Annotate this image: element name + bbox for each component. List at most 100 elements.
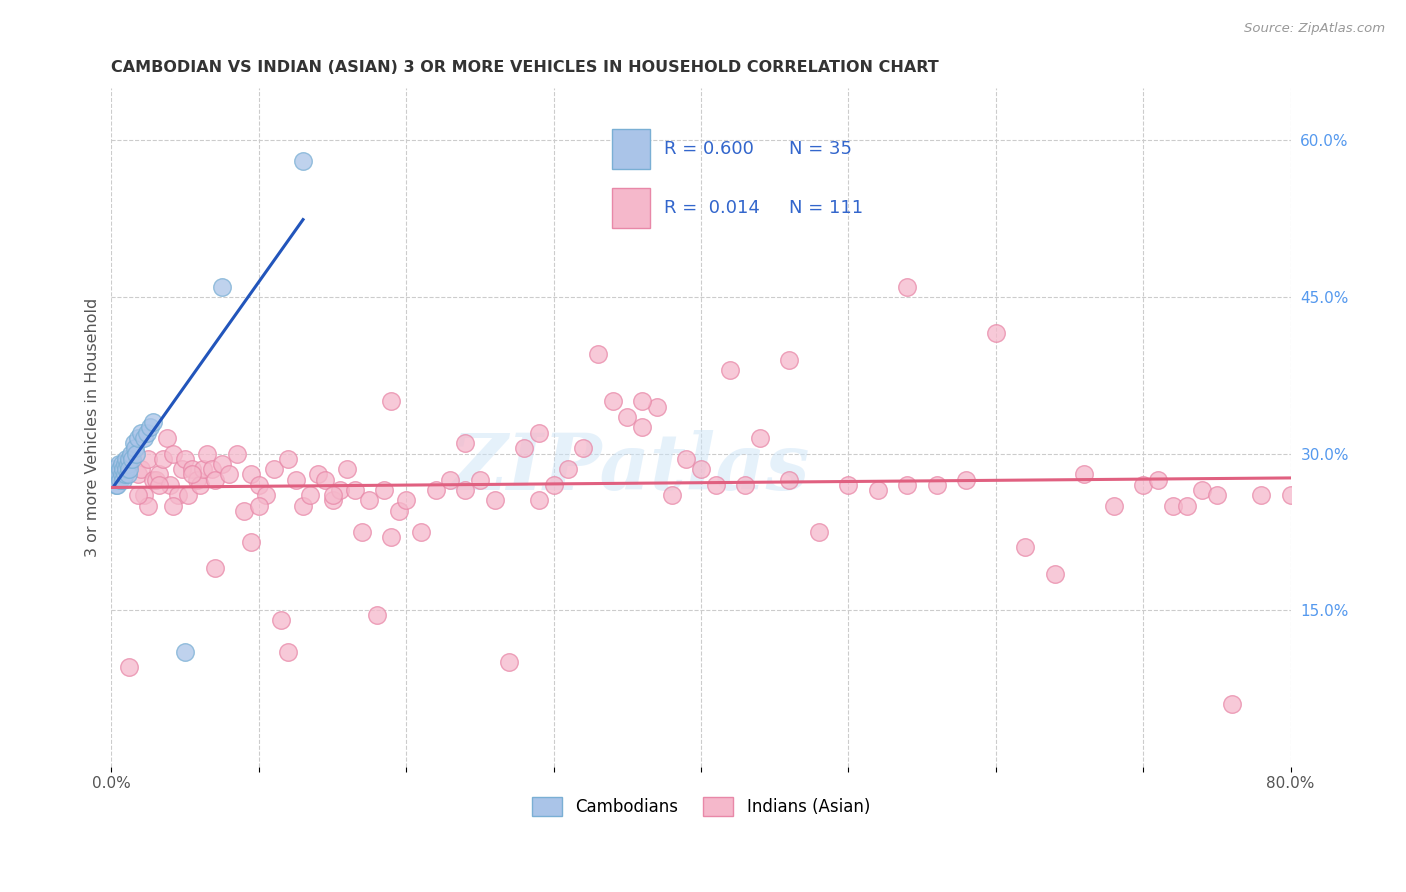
Point bbox=[1102, 499, 1125, 513]
Point bbox=[484, 493, 506, 508]
Point bbox=[127, 467, 149, 482]
Point bbox=[195, 446, 218, 460]
Point bbox=[111, 467, 134, 482]
Point bbox=[105, 478, 128, 492]
Point bbox=[186, 473, 208, 487]
Point bbox=[307, 467, 329, 482]
Point bbox=[188, 478, 211, 492]
Point bbox=[112, 462, 135, 476]
Point bbox=[115, 451, 138, 466]
Point bbox=[162, 499, 184, 513]
Point bbox=[1147, 473, 1170, 487]
Point bbox=[778, 352, 800, 367]
Point bbox=[388, 504, 411, 518]
Point bbox=[156, 431, 179, 445]
Point bbox=[225, 446, 247, 460]
Y-axis label: 3 or more Vehicles in Household: 3 or more Vehicles in Household bbox=[86, 298, 100, 557]
Point bbox=[675, 451, 697, 466]
Point bbox=[127, 488, 149, 502]
Point bbox=[866, 483, 889, 497]
Point bbox=[631, 394, 654, 409]
Point bbox=[299, 488, 322, 502]
Point bbox=[380, 394, 402, 409]
Point bbox=[204, 561, 226, 575]
Text: CAMBODIAN VS INDIAN (ASIAN) 3 OR MORE VEHICLES IN HOUSEHOLD CORRELATION CHART: CAMBODIAN VS INDIAN (ASIAN) 3 OR MORE VE… bbox=[111, 60, 939, 75]
Point bbox=[172, 462, 194, 476]
Point bbox=[177, 488, 200, 502]
Point bbox=[110, 462, 132, 476]
Point bbox=[125, 446, 148, 460]
Point bbox=[572, 442, 595, 456]
Point bbox=[527, 425, 550, 440]
Point bbox=[1014, 541, 1036, 555]
Point bbox=[112, 473, 135, 487]
Point bbox=[122, 436, 145, 450]
Point bbox=[1073, 467, 1095, 482]
Point bbox=[103, 462, 125, 476]
Point bbox=[321, 493, 343, 508]
Point bbox=[373, 483, 395, 497]
Point bbox=[1220, 697, 1243, 711]
Point bbox=[118, 451, 141, 466]
Point bbox=[104, 473, 127, 487]
Point bbox=[292, 499, 315, 513]
Point bbox=[247, 499, 270, 513]
Point bbox=[120, 446, 142, 460]
Point bbox=[127, 431, 149, 445]
Point bbox=[240, 535, 263, 549]
Point bbox=[425, 483, 447, 497]
Point bbox=[191, 462, 214, 476]
Point bbox=[778, 473, 800, 487]
Point bbox=[807, 524, 830, 539]
Point bbox=[395, 493, 418, 508]
Point bbox=[105, 467, 128, 482]
Point bbox=[1161, 499, 1184, 513]
Point bbox=[142, 415, 165, 429]
Point bbox=[148, 478, 170, 492]
Point bbox=[468, 473, 491, 487]
Point bbox=[329, 483, 352, 497]
Point bbox=[454, 436, 477, 450]
Point bbox=[174, 451, 197, 466]
Point bbox=[557, 462, 579, 476]
Point bbox=[218, 467, 240, 482]
Point bbox=[136, 499, 159, 513]
Point bbox=[661, 488, 683, 502]
Point bbox=[1279, 488, 1302, 502]
Point bbox=[527, 493, 550, 508]
Point bbox=[107, 467, 129, 482]
Point bbox=[1043, 566, 1066, 581]
Point bbox=[132, 488, 155, 502]
Point bbox=[734, 478, 756, 492]
Point bbox=[211, 457, 233, 471]
Point bbox=[114, 457, 136, 471]
Point bbox=[380, 530, 402, 544]
Point bbox=[124, 442, 146, 456]
Point bbox=[263, 462, 285, 476]
Point bbox=[181, 467, 204, 482]
Point bbox=[142, 473, 165, 487]
Point bbox=[240, 467, 263, 482]
Legend: Cambodians, Indians (Asian): Cambodians, Indians (Asian) bbox=[526, 790, 877, 822]
Point bbox=[204, 473, 226, 487]
Point bbox=[837, 478, 859, 492]
Point bbox=[336, 462, 359, 476]
Text: Source: ZipAtlas.com: Source: ZipAtlas.com bbox=[1244, 22, 1385, 36]
Point bbox=[350, 524, 373, 539]
Point bbox=[114, 467, 136, 482]
Point bbox=[1206, 488, 1229, 502]
Point bbox=[314, 473, 336, 487]
Point bbox=[277, 645, 299, 659]
Point bbox=[1177, 499, 1199, 513]
Point bbox=[1250, 488, 1272, 502]
Point bbox=[586, 347, 609, 361]
Point bbox=[107, 457, 129, 471]
Point bbox=[118, 457, 141, 471]
Point bbox=[148, 467, 170, 482]
Point bbox=[118, 462, 141, 476]
Point bbox=[543, 478, 565, 492]
Point bbox=[138, 420, 160, 434]
Point bbox=[162, 446, 184, 460]
Point bbox=[896, 478, 918, 492]
Point bbox=[896, 279, 918, 293]
